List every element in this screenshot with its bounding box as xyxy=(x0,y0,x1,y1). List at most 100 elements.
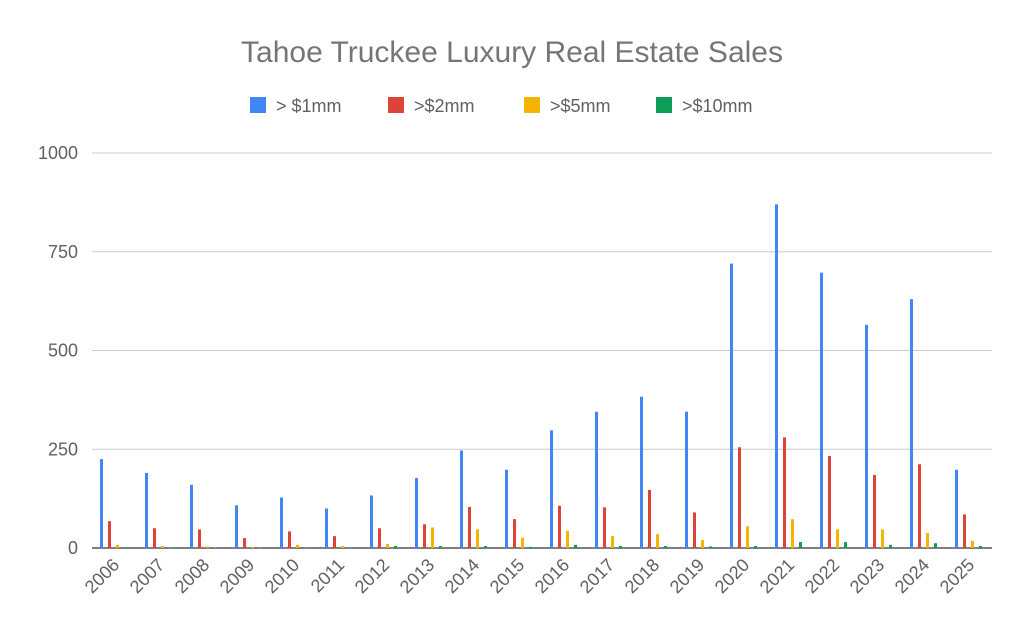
bar xyxy=(145,472,148,548)
bar xyxy=(709,546,712,548)
x-tick-label: 2009 xyxy=(216,555,258,597)
bar xyxy=(836,529,839,548)
bar xyxy=(693,512,696,548)
bar xyxy=(206,546,209,548)
bar xyxy=(108,521,111,548)
bar xyxy=(783,437,786,548)
x-tick-label: 2021 xyxy=(756,555,798,597)
bar xyxy=(918,464,921,548)
bar xyxy=(521,537,524,548)
bar xyxy=(386,544,389,548)
x-tick-label: 2014 xyxy=(441,555,483,597)
bar xyxy=(431,527,434,548)
bar xyxy=(153,528,156,548)
bar xyxy=(955,469,958,548)
bar xyxy=(558,505,561,548)
y-tick-label: 1000 xyxy=(38,143,78,163)
bar xyxy=(656,534,659,548)
bar xyxy=(574,544,577,548)
bar xyxy=(476,529,479,548)
bar xyxy=(820,272,823,548)
bar xyxy=(648,489,651,548)
bar xyxy=(619,546,622,548)
x-tick-label: 2007 xyxy=(126,555,168,597)
gridlines xyxy=(92,152,992,549)
bar xyxy=(963,514,966,548)
y-axis-ticks: 0 250 500 750 1000 xyxy=(38,143,78,558)
y-tick-label: 500 xyxy=(48,341,78,361)
bar xyxy=(664,546,667,548)
bar xyxy=(243,538,246,548)
legend-swatch xyxy=(656,97,672,113)
legend: > $1mm >$2mm >$5mm >$10mm xyxy=(250,96,753,116)
x-tick-label: 2018 xyxy=(621,555,663,597)
x-tick-label: 2013 xyxy=(396,555,438,597)
x-tick-label: 2023 xyxy=(846,555,888,597)
bar xyxy=(881,529,884,548)
bar xyxy=(595,411,598,548)
bar xyxy=(161,546,164,548)
bar xyxy=(235,505,238,548)
bar xyxy=(378,528,381,548)
legend-swatch xyxy=(250,97,266,113)
legend-swatch xyxy=(524,97,540,113)
bars xyxy=(100,204,982,548)
bar xyxy=(116,544,119,548)
y-tick-label: 250 xyxy=(48,439,78,459)
bar xyxy=(423,524,426,548)
bar xyxy=(844,542,847,548)
bar xyxy=(603,507,606,548)
legend-swatch xyxy=(388,97,404,113)
bar xyxy=(611,536,614,548)
bar xyxy=(484,546,487,548)
x-tick-label: 2022 xyxy=(801,555,843,597)
bar xyxy=(566,531,569,548)
x-tick-label: 2024 xyxy=(891,555,933,597)
bar xyxy=(791,519,794,548)
bar xyxy=(979,546,982,548)
bar xyxy=(934,543,937,548)
bar xyxy=(746,526,749,548)
bar xyxy=(288,531,291,548)
bar xyxy=(198,529,201,548)
bar xyxy=(124,547,127,548)
bar xyxy=(370,495,373,548)
bar xyxy=(296,544,299,548)
bar xyxy=(730,263,733,548)
bar xyxy=(341,546,344,548)
bar xyxy=(190,484,193,548)
bar xyxy=(640,396,643,548)
bar xyxy=(828,455,831,548)
x-tick-label: 2016 xyxy=(531,555,573,597)
bar xyxy=(701,540,704,548)
bar xyxy=(439,546,442,548)
legend-label: >$5mm xyxy=(550,96,611,116)
bar xyxy=(333,536,336,548)
bar xyxy=(251,547,254,548)
bar xyxy=(550,430,553,548)
bar xyxy=(873,474,876,548)
bar xyxy=(100,459,103,548)
bar xyxy=(685,411,688,548)
legend-label: >$2mm xyxy=(414,96,475,116)
bar xyxy=(460,450,463,548)
x-tick-label: 2006 xyxy=(81,555,123,597)
bar xyxy=(529,546,532,548)
bar xyxy=(889,544,892,548)
bar xyxy=(394,546,397,548)
x-tick-label: 2010 xyxy=(261,555,303,597)
x-tick-label: 2008 xyxy=(171,555,213,597)
bar xyxy=(280,497,283,548)
x-tick-label: 2011 xyxy=(307,555,349,597)
bar xyxy=(505,469,508,548)
chart-title: Tahoe Truckee Luxury Real Estate Sales xyxy=(241,36,783,69)
legend-label: >$10mm xyxy=(682,96,753,116)
x-tick-label: 2025 xyxy=(936,555,978,597)
legend-label: > $1mm xyxy=(276,96,342,116)
y-tick-label: 750 xyxy=(48,242,78,262)
bar xyxy=(799,542,802,548)
bar xyxy=(415,478,418,548)
bar xyxy=(754,546,757,548)
bar xyxy=(910,299,913,548)
